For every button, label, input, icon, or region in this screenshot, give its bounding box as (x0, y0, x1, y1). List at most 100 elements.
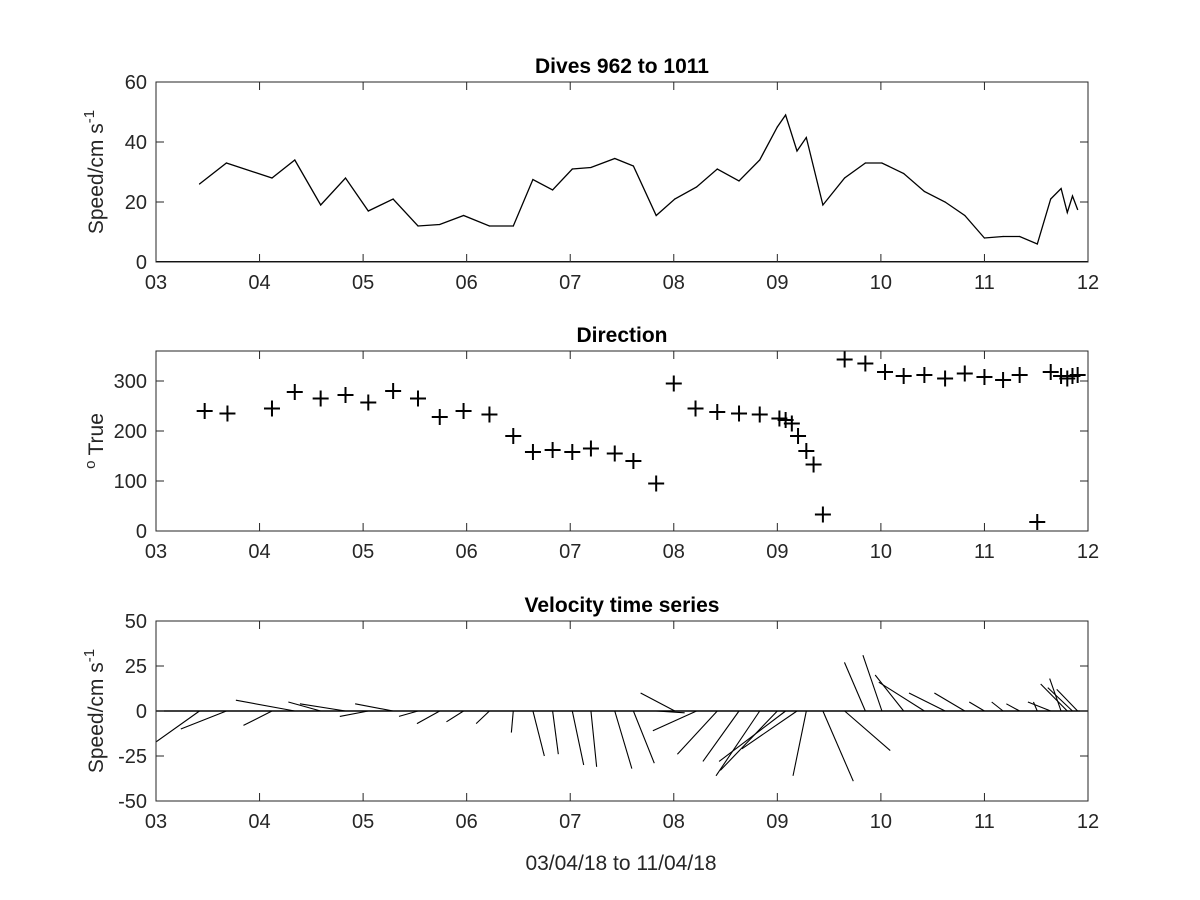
x-tick-label: 07 (559, 272, 581, 294)
speed-point (512, 225, 514, 227)
speed-series-line (199, 113, 1079, 245)
y-tick-label: 0 (136, 252, 147, 274)
direction-marker (877, 364, 894, 380)
x-tick-label: 08 (663, 272, 685, 294)
velocity-stick (1056, 689, 1079, 712)
velocity-stick (339, 710, 369, 717)
direction-marker (505, 428, 522, 444)
direction-marker (409, 390, 426, 407)
speed-point (716, 168, 718, 170)
y-label-superscript: -1 (81, 110, 98, 123)
direction-marker (790, 428, 807, 444)
direction-marker (709, 404, 726, 420)
direction-marker (544, 442, 561, 458)
y-tick-label: 40 (125, 132, 147, 154)
speed-point (759, 159, 761, 161)
velocity-stick (862, 655, 883, 712)
direction-marker (836, 351, 853, 368)
direction-marker (798, 443, 815, 459)
velocity-stick (878, 681, 925, 712)
velocity-stick (715, 710, 761, 777)
x-tick-label: 12 (1077, 541, 1099, 563)
x-tick-label: 12 (1077, 811, 1099, 833)
direction-marker (976, 369, 993, 385)
velocity-stick (844, 710, 891, 752)
velocity-stick (843, 662, 866, 712)
y-tick-label: 20 (125, 192, 147, 214)
velocity-stick (355, 703, 394, 712)
speed-point (1066, 211, 1068, 214)
chart-2-title: Direction (576, 324, 667, 347)
speed-point (198, 183, 201, 185)
velocity-stick (475, 710, 490, 724)
chart-1-axes-box (155, 81, 1089, 263)
direction-marker (937, 370, 954, 387)
speed-point (964, 214, 966, 217)
speed-subplot: 03 04 05 06 07 08 09 10 11 12 0 20 40 60 Dives 962 to … (81, 55, 1099, 294)
direction-marker (895, 368, 912, 384)
speed-point (944, 201, 946, 203)
x-tick-label: 03 (145, 272, 167, 294)
speed-point (552, 189, 554, 191)
x-tick-label: 06 (456, 541, 478, 563)
speed-point (1077, 208, 1079, 211)
speed-point (1071, 195, 1074, 197)
x-tick-label: 09 (766, 272, 788, 294)
chart-3-title: Velocity time series (525, 594, 720, 617)
x-tick-label: 11 (974, 272, 995, 294)
y-tick-label: -50 (118, 791, 147, 813)
velocity-stick (510, 710, 514, 733)
speed-point (571, 168, 573, 170)
direction-marker (857, 355, 874, 372)
speed-point (632, 165, 634, 167)
direction-marker (564, 444, 581, 460)
velocity-stick (590, 710, 598, 767)
velocity-stick (656, 710, 685, 714)
x-tick-label: 05 (352, 811, 374, 833)
chart-2-y-axis-label: o True (82, 413, 108, 469)
x-tick-label: 04 (248, 541, 270, 563)
speed-point (320, 204, 322, 206)
y-tick-label: 300 (114, 371, 147, 393)
velocity-stick (614, 710, 633, 769)
speed-point (776, 126, 778, 128)
x-tick-label: 11 (974, 541, 995, 563)
speed-point (805, 136, 807, 139)
y-label-superscript: -1 (81, 649, 98, 662)
direction-marker (337, 387, 354, 403)
direction-marker (431, 409, 448, 425)
speed-point (864, 162, 866, 164)
direction-marker (385, 383, 402, 399)
direction-marker (665, 375, 682, 392)
speed-point (367, 210, 369, 212)
y-tick-label: 50 (125, 611, 147, 633)
x-tick-label: 09 (766, 541, 788, 563)
x-tick-label: 06 (456, 272, 478, 294)
direction-marker (916, 367, 933, 383)
speed-point (738, 180, 740, 182)
y-tick-label: 200 (114, 421, 147, 443)
speed-point (822, 204, 824, 206)
y-label-superscript: o (82, 461, 99, 469)
x-tick-label: 10 (870, 811, 892, 833)
chart-1-title: Dives 962 to 1011 (535, 55, 709, 78)
direction-marker (1042, 364, 1059, 380)
direction-marker (995, 372, 1012, 388)
speed-point (532, 178, 534, 181)
direction-marker (455, 403, 472, 419)
speed-point (923, 190, 925, 193)
velocity-stick (416, 710, 441, 725)
direction-marker (1011, 367, 1028, 383)
direction-marker (956, 365, 973, 382)
speed-point (294, 159, 296, 161)
velocity-stick (991, 701, 1004, 712)
velocity-stick (446, 710, 464, 723)
speed-point (225, 162, 228, 164)
x-tick-label: 07 (559, 811, 581, 833)
direction-marker (751, 406, 768, 423)
velocity-stick (874, 674, 905, 712)
speed-point (271, 177, 273, 179)
velocity-stick (676, 710, 718, 755)
direction-marker (360, 394, 377, 411)
